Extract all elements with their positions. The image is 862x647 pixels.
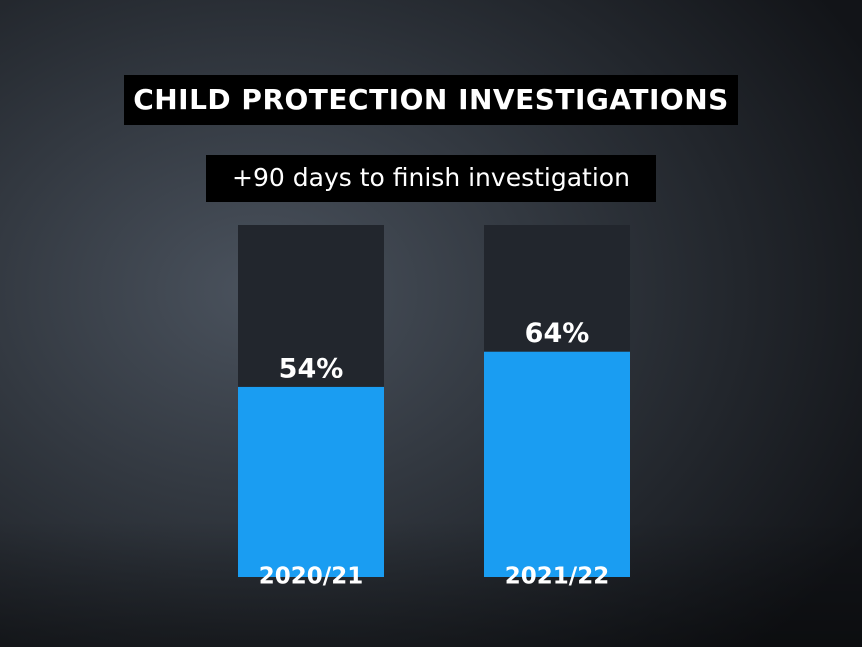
chart-title: CHILD PROTECTION INVESTIGATIONS <box>133 83 729 116</box>
value-label: 64% <box>525 318 590 349</box>
title-box <box>124 75 738 125</box>
bar <box>238 386 384 577</box>
subtitle-box <box>206 155 656 202</box>
category-label: 2020/21 <box>259 564 363 590</box>
floor <box>0 520 862 647</box>
chart-subtitle: +90 days to finish investigation <box>232 163 630 192</box>
category-label: 2021/22 <box>505 564 609 590</box>
value-label: 54% <box>279 353 344 384</box>
bar <box>484 351 630 577</box>
